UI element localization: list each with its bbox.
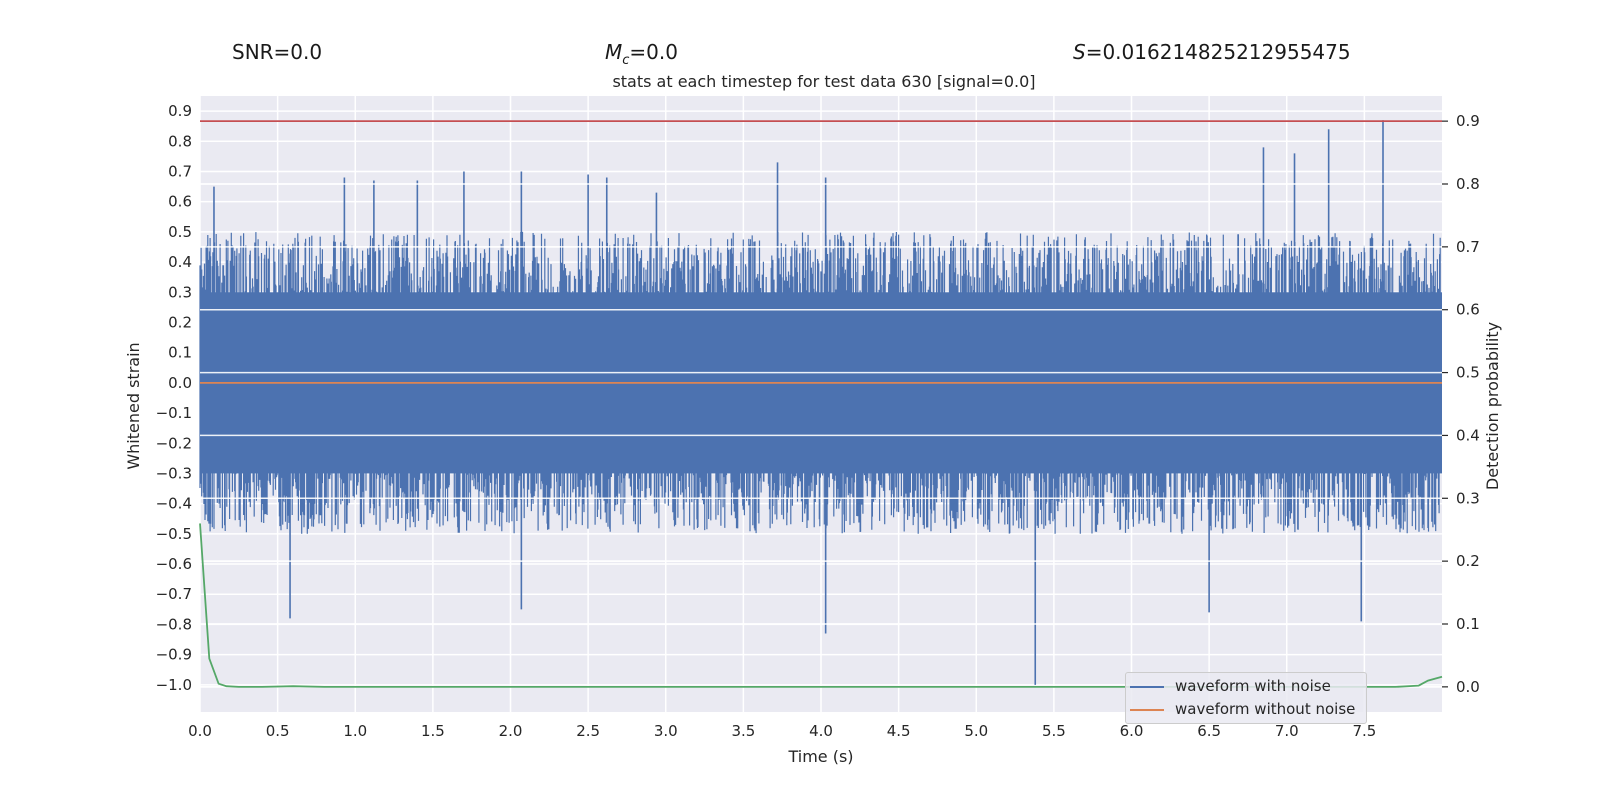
y2-tick-label: 0.7 [1456, 238, 1480, 256]
x-tick-label: 1.5 [421, 722, 445, 740]
mc-symbol: M [605, 40, 623, 64]
series-detection-probability [199, 523, 1443, 688]
x-tick-label: 5.5 [1042, 722, 1066, 740]
y2-tick-label: 0.3 [1456, 489, 1480, 507]
legend-label-clean: waveform without noise [1175, 700, 1356, 718]
y2-tick-label: 0.6 [1456, 301, 1480, 319]
x-tick-label: 1.0 [343, 722, 367, 740]
y-tick-label: −0.8 [156, 615, 192, 633]
x-axis-label: Time (s) [787, 747, 853, 766]
y-tick-label: 0.4 [168, 253, 192, 271]
y-tick-label: 0.8 [168, 132, 192, 150]
x-axis: 0.0 0.5 1.0 1.5 2.0 2.5 3.0 3.5 4.0 4.5 5.0 5.5 6.0 6… [188, 722, 1376, 740]
statistic-label: S=0.016214825212955475 [1073, 40, 1351, 64]
line-series [199, 120, 1443, 688]
x-tick-label: 4.0 [809, 722, 833, 740]
y-tick-label: −0.3 [156, 464, 192, 482]
x-tick-label: 2.0 [499, 722, 523, 740]
y-tick-label: 0.1 [168, 344, 192, 362]
snr-label: SNR=0.0 [232, 40, 323, 64]
y-tick-label: −0.5 [156, 525, 192, 543]
y2-tick-label: 0.1 [1456, 615, 1480, 633]
x-tick-label: 4.5 [887, 722, 911, 740]
x-tick-label: 5.0 [964, 722, 988, 740]
x-tick-label: 3.0 [654, 722, 678, 740]
y-tick-label: −0.6 [156, 555, 192, 573]
y2-tick-label: 0.2 [1456, 552, 1480, 570]
y-tick-label: 0.6 [168, 193, 192, 211]
y2-axis-label: Detection probability [1483, 322, 1502, 490]
y-tick-label: −0.9 [156, 646, 192, 664]
chirp-mass-label: Mc=0.0 [605, 40, 678, 68]
left-y-axis: 0.9 0.8 0.7 0.6 0.5 0.4 0.3 0.2 0.1 0.0 −0.1 −0.2 −0… [156, 102, 192, 694]
y2-tick-label: 0.0 [1456, 678, 1480, 696]
y-tick-label: −0.7 [156, 585, 192, 603]
y-tick-label: −1.0 [156, 676, 192, 694]
chart-title: stats at each timestep for test data 630… [612, 72, 1036, 91]
x-tick-label: 3.5 [731, 722, 755, 740]
y-tick-label: 0.2 [168, 313, 192, 331]
y-tick-label: 0.9 [168, 102, 192, 120]
y-tick-label: −0.4 [156, 495, 192, 513]
y-tick-label: 0.3 [168, 283, 192, 301]
y-tick-label: 0.7 [168, 162, 192, 180]
mc-value: =0.0 [629, 40, 678, 64]
legend-swatch-noisy [1130, 686, 1164, 688]
y-tick-label: −0.1 [156, 404, 192, 422]
y2-tick-label: 0.9 [1456, 112, 1480, 130]
y2-tick-label: 0.4 [1456, 426, 1480, 444]
y-tick-label: 0.5 [168, 223, 192, 241]
y-tick-label: 0.0 [168, 374, 192, 392]
y-axis-label: Whitened strain [124, 342, 143, 469]
s-value: =0.016214825212955475 [1085, 40, 1351, 64]
x-tick-label: 0.5 [266, 722, 290, 740]
x-tick-label: 7.5 [1352, 722, 1376, 740]
mc-subscript: c [622, 53, 630, 68]
right-y-axis: 0.9 0.8 0.7 0.6 0.5 0.4 0.3 0.2 0.1 0.0 [1442, 112, 1480, 696]
s-symbol: S [1073, 40, 1086, 64]
legend-swatch-clean [1130, 709, 1164, 711]
legend-label-noisy: waveform with noise [1175, 677, 1331, 695]
y-tick-label: −0.2 [156, 434, 192, 452]
x-tick-label: 6.0 [1120, 722, 1144, 740]
y2-tick-label: 0.5 [1456, 364, 1480, 382]
x-tick-label: 7.0 [1275, 722, 1299, 740]
x-tick-label: 2.5 [576, 722, 600, 740]
x-tick-label: 0.0 [188, 722, 212, 740]
x-tick-label: 6.5 [1197, 722, 1221, 740]
legend: waveform with noise waveform without noi… [1125, 672, 1367, 724]
y2-tick-label: 0.8 [1456, 175, 1480, 193]
